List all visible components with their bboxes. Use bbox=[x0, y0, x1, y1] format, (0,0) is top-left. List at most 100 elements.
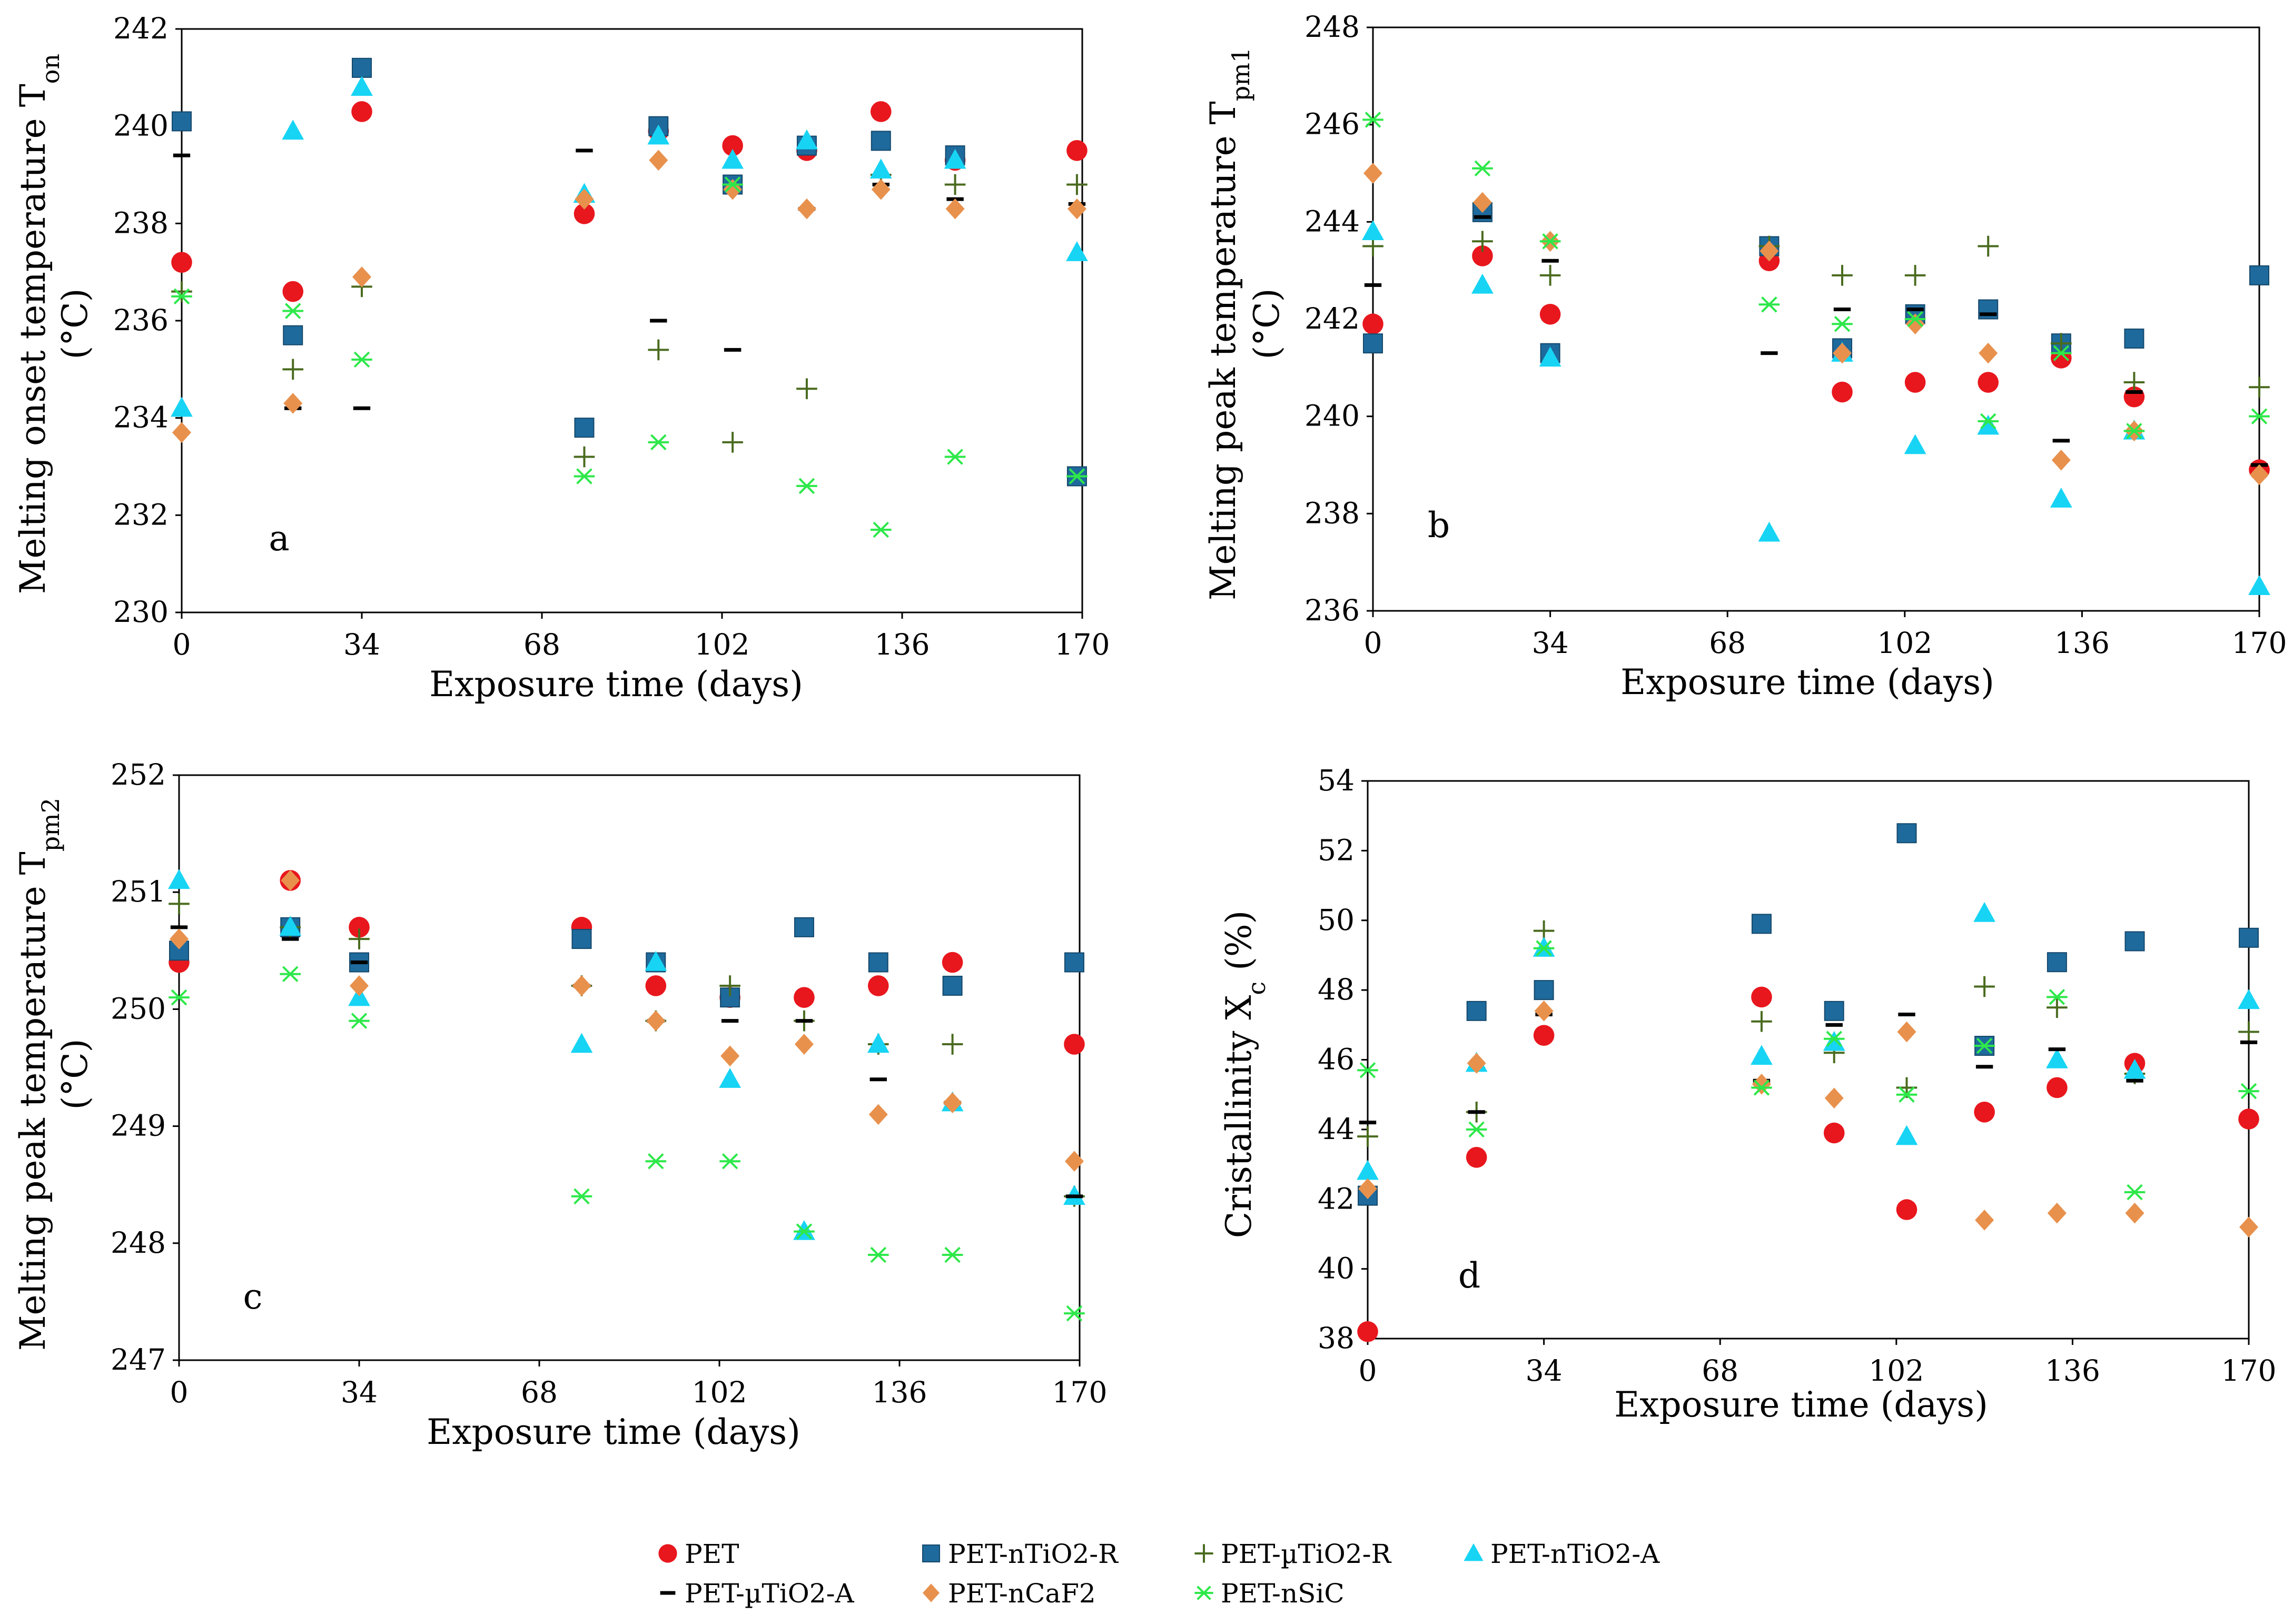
panel-a-point-pet bbox=[870, 101, 892, 122]
panel-d-xtick-label: 102 bbox=[1869, 1354, 1924, 1388]
legend-entry-pet-utio2-a: PET-µTiO2-A bbox=[660, 1578, 854, 1609]
panel-d-point-pet-ntio2-r bbox=[1466, 1001, 1487, 1021]
panel-d-point-pet-ntio2-a bbox=[1895, 1125, 1918, 1145]
legend-label-pet-utio2-a: PET-µTiO2-A bbox=[685, 1578, 854, 1609]
panel-b-point-pet-nsic bbox=[2123, 423, 2145, 439]
panel-d-point-pet-ntio2-r bbox=[2239, 927, 2259, 948]
panel-c-point-pet-nsic bbox=[349, 1013, 370, 1029]
panel-d-ylabel: Cristallinity Xc (%) bbox=[1219, 910, 1271, 1239]
panel-b-xtick-label: 102 bbox=[1877, 626, 1932, 660]
panel-b-point-pet-nsic bbox=[2249, 408, 2270, 424]
panel-a-point-pet-nsic bbox=[870, 521, 892, 538]
panel-c-point-pet-ntio2-a bbox=[570, 1033, 593, 1053]
panel-a-point-pet-ntio2-r bbox=[283, 325, 303, 345]
legend-symbol-pet-utio2-r bbox=[1194, 1544, 1213, 1563]
panel-a-point-pet-utio2-r bbox=[944, 174, 966, 195]
panel-c-point-pet-ncaf2 bbox=[646, 1010, 666, 1032]
panel-c-point-pet-ncaf2 bbox=[350, 975, 369, 996]
panel-c-point-pet-ntio2-r bbox=[169, 940, 189, 961]
panel-a-point-pet-ntio2-r bbox=[352, 57, 372, 78]
panel-a-point-pet-ntio2-r bbox=[574, 418, 595, 438]
panel-a-point-pet-ntio2-a bbox=[721, 148, 744, 169]
panel-d-point-pet-ncaf2 bbox=[1534, 1001, 1554, 1022]
panel-a-point-pet-utio2-r bbox=[648, 339, 669, 361]
legend-label-pet-utio2-r: PET-µTiO2-R bbox=[1221, 1539, 1391, 1569]
panel-c-ytick-label: 250 bbox=[111, 992, 166, 1025]
panel-d-point-pet bbox=[2238, 1108, 2259, 1130]
legend-marker-pet-nsic bbox=[1194, 1586, 1213, 1600]
panel-b-point-pet-nsic bbox=[2051, 345, 2072, 361]
panel-d-point-pet-nsic bbox=[1751, 1080, 1772, 1096]
panel-d-point-pet bbox=[1823, 1122, 1845, 1144]
panel-d-xtick-label: 34 bbox=[1526, 1354, 1563, 1388]
panel-a-point-pet-ntio2-a bbox=[796, 129, 818, 150]
panel-d-letter: d bbox=[1458, 1255, 1480, 1296]
panel-d-point-pet-nsic bbox=[1823, 1031, 1845, 1047]
panel-b-point-pet-utio2-r bbox=[1539, 265, 1561, 286]
panel-b-ytick-label: 246 bbox=[1304, 107, 1360, 141]
panel-d-point-pet-ntio2-a bbox=[1357, 1160, 1379, 1180]
panel-b-point-pet-ntio2-a bbox=[1471, 273, 1494, 294]
panel-b-ylabel: Melting peak temperature Tpm1 bbox=[1203, 47, 1255, 600]
panel-c-point-pet-utio2-r bbox=[942, 1034, 963, 1055]
panel-a-point-pet-ntio2-a bbox=[282, 120, 304, 140]
panel-c-ylabel-unit: (°C) bbox=[55, 1039, 95, 1110]
panel-d-point-pet-nsic bbox=[1974, 1037, 1995, 1054]
panel-d-ytick-label: 52 bbox=[1318, 833, 1355, 867]
legend-symbol-pet-ncaf2 bbox=[923, 1583, 940, 1602]
panel-b-point-pet-nsic bbox=[1539, 233, 1561, 250]
panel-d-ytick-label: 48 bbox=[1318, 973, 1355, 1006]
panel-b-point-pet-ntio2-a bbox=[1758, 521, 1781, 542]
panel-b-point-pet-nsic bbox=[1472, 160, 1493, 177]
legend-marker-pet-ncaf2 bbox=[923, 1583, 940, 1602]
panel-c-xtick-label: 68 bbox=[521, 1375, 558, 1409]
panel-a-point-pet-utio2-r bbox=[1066, 174, 1088, 195]
panel-d-point-pet-ntio2-a bbox=[2045, 1048, 2068, 1068]
panel-b-point-pet-ncaf2 bbox=[2250, 464, 2269, 486]
panel-a-point-pet-ncaf2 bbox=[352, 266, 371, 288]
panel-d-point-pet-ntio2-r bbox=[1896, 823, 1917, 844]
panel-a-point-pet-utio2-r bbox=[722, 432, 743, 453]
panel-b-letter: b bbox=[1428, 505, 1450, 546]
panel-c-point-pet bbox=[794, 987, 815, 1008]
panel-d-point-pet-ncaf2 bbox=[1824, 1087, 1844, 1109]
panel-b-point-pet-nsic bbox=[1904, 311, 1926, 328]
panel-d-xlabel: Exposure time (days) bbox=[1614, 1384, 1988, 1425]
panel-a-point-pet-nsic bbox=[722, 176, 743, 193]
legend-marker-pet-ntio2-r bbox=[922, 1544, 940, 1562]
panel-c-xtick-label: 136 bbox=[872, 1375, 927, 1409]
panel-c-point-pet bbox=[1064, 1034, 1085, 1055]
panel-c-frame bbox=[178, 774, 1081, 1361]
legend-label-pet-ntio2-r: PET-nTiO2-R bbox=[948, 1539, 1119, 1569]
panel-a-point-pet-ncaf2 bbox=[723, 179, 743, 200]
legend: PET PET-nTiO2-R PET-µTiO2-R PET-nTiO2-A … bbox=[658, 1539, 1660, 1609]
panel-a-point-pet-utio2-r bbox=[574, 446, 595, 468]
panel-c-point-pet-nsic bbox=[867, 1246, 889, 1263]
panel-c-point-pet-nsic bbox=[1064, 1305, 1085, 1322]
panel-b-point-pet-utio2-r bbox=[2249, 377, 2270, 398]
panel-b-point-pet-ntio2-r bbox=[2124, 328, 2144, 349]
panel-a: Melting onset temperature Ton (°C) Expos… bbox=[13, 12, 1110, 705]
panel-a-point-pet-nsic bbox=[282, 303, 304, 319]
panel-d-point-pet-ncaf2 bbox=[2125, 1202, 2144, 1224]
panel-b-point-pet-ntio2-a bbox=[2050, 488, 2072, 508]
panel-a-ytick-label: 240 bbox=[113, 109, 169, 143]
panel-a-point-pet-utio2-r bbox=[282, 359, 304, 380]
panel-c-point-pet-ntio2-a bbox=[645, 950, 667, 971]
panel-d-point-pet-ncaf2 bbox=[1975, 1210, 1994, 1231]
panel-c-xtick-label: 0 bbox=[170, 1375, 189, 1409]
panel-d-ytick-label: 46 bbox=[1318, 1043, 1355, 1076]
panel-a-point-pet-ncaf2 bbox=[575, 189, 594, 210]
panel-d-ytick-label: 38 bbox=[1318, 1321, 1355, 1355]
panel-a-xtick-label: 68 bbox=[523, 628, 560, 661]
panel-a-point-pet-ntio2-a bbox=[647, 124, 670, 145]
legend-marker-pet-utio2-r bbox=[1194, 1544, 1213, 1563]
panel-c-ytick-label: 251 bbox=[111, 875, 166, 908]
panel-d-point-pet-ntio2-r bbox=[1534, 980, 1554, 1001]
panel-a-point-pet-ntio2-r bbox=[172, 111, 192, 132]
panel-b-point-pet-ntio2-a bbox=[1539, 346, 1561, 367]
legend-entry-pet-utio2-r: PET-µTiO2-R bbox=[1194, 1539, 1391, 1569]
panel-b-point-pet-nsic bbox=[1758, 296, 1780, 313]
panel-c-point-pet-ntio2-r bbox=[868, 952, 888, 973]
panel-a-ytick-label: 242 bbox=[113, 12, 169, 45]
